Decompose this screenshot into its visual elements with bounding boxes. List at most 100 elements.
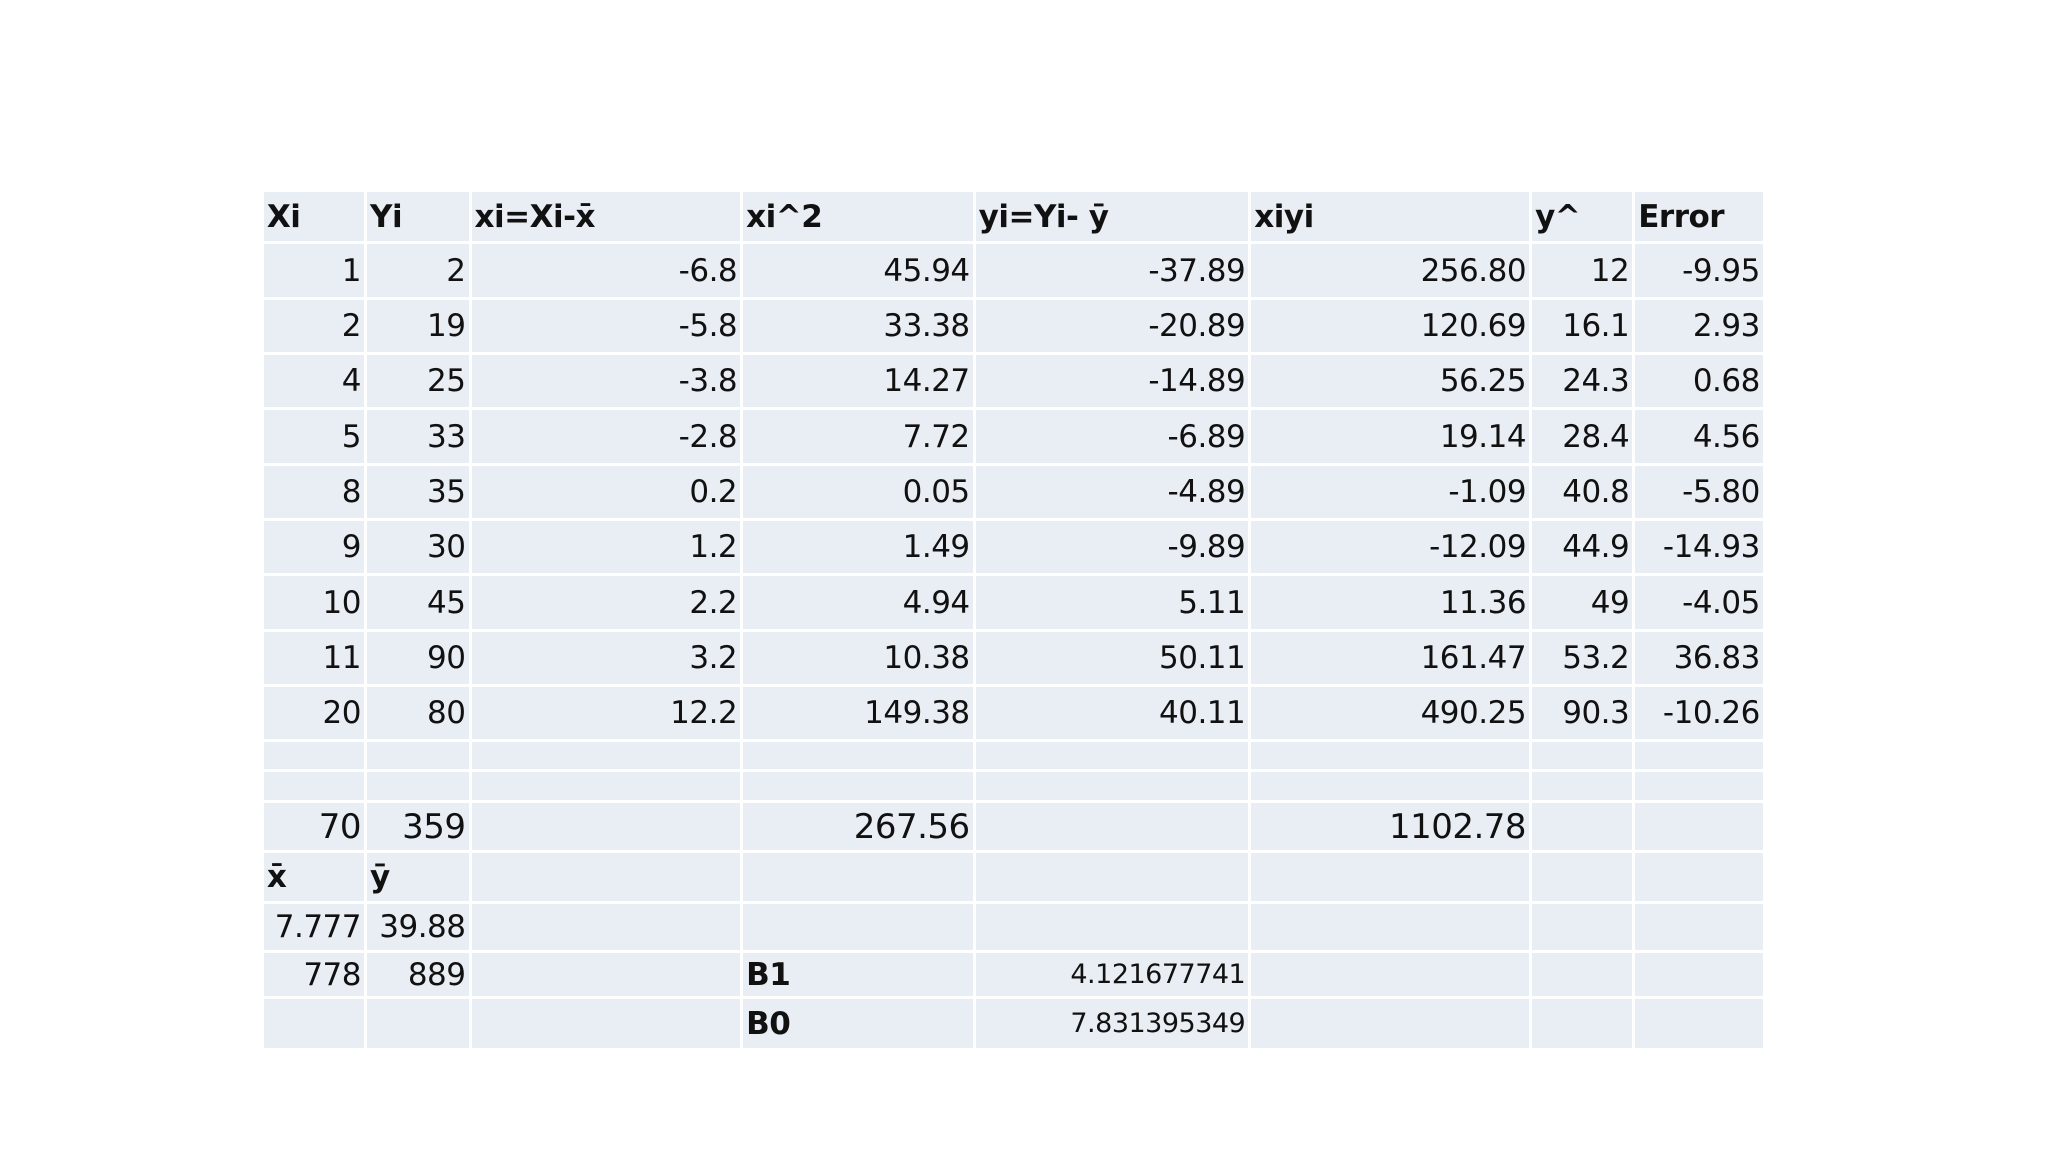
table-cell: 12 (1532, 244, 1636, 301)
table-cell (1635, 803, 1766, 853)
table-cell: 359 (367, 803, 472, 853)
table-cell: 14.27 (743, 355, 976, 411)
table-cell (1251, 903, 1533, 954)
table-cell: 2 (367, 244, 472, 301)
table-cell: 2.93 (1635, 300, 1766, 356)
table-cell: 3.2 (471, 632, 744, 687)
table-cell: B0 (743, 999, 976, 1052)
table-cell: 33.38 (743, 300, 976, 356)
table-cell: 24.3 (1532, 355, 1636, 411)
table-cell: ȳ (367, 852, 472, 904)
table-cell: 90.3 (1532, 687, 1636, 742)
table-cell (1532, 903, 1636, 954)
table-cell: 2.2 (471, 576, 744, 633)
table-cell: 490.25 (1251, 687, 1533, 742)
table-cell: Yi (367, 192, 472, 245)
table-cell (1635, 903, 1766, 954)
table-cell (1532, 852, 1636, 904)
table-cell: 0.2 (471, 466, 744, 522)
table-cell: 12.2 (471, 687, 744, 742)
table-cell: 56.25 (1251, 355, 1533, 411)
table-cell: 33 (367, 410, 472, 467)
table-cell (975, 903, 1252, 954)
table-cell: Xi (263, 192, 367, 245)
table-cell: 16.1 (1532, 300, 1636, 356)
table-cell (263, 741, 367, 772)
table-cell: 80 (367, 687, 472, 742)
table-cell (975, 803, 1252, 853)
table-cell: 5 (263, 410, 367, 467)
table-cell (1251, 741, 1533, 772)
table-cell (367, 741, 472, 772)
table-cell (743, 852, 976, 904)
table-cell: 889 (367, 953, 472, 1000)
table-cell (471, 852, 744, 904)
table-cell: 19 (367, 300, 472, 356)
table-cell: 49 (1532, 576, 1636, 633)
table-cell: 20 (263, 687, 367, 742)
table-cell (1532, 741, 1636, 772)
table-cell: 53.2 (1532, 632, 1636, 687)
table-cell: 4 (263, 355, 367, 411)
table-cell: 256.80 (1251, 244, 1533, 301)
table-cell (975, 771, 1252, 804)
table-cell: 4.94 (743, 576, 976, 633)
table-cell: xiyi (1251, 192, 1533, 245)
table-cell (1635, 741, 1766, 772)
table-cell: 0.68 (1635, 355, 1766, 411)
table-cell: 7.777 (263, 903, 367, 954)
table-cell: -3.8 (471, 355, 744, 411)
table-cell: xi^2 (743, 192, 976, 245)
table-cell: yi=Yi- ȳ (975, 192, 1252, 245)
table-cell: -6.8 (471, 244, 744, 301)
table-cell: 4.56 (1635, 410, 1766, 467)
table-cell (1251, 771, 1533, 804)
table-cell (1532, 999, 1636, 1052)
table-cell (975, 741, 1252, 772)
table-cell: 35 (367, 466, 472, 522)
table-cell (1251, 999, 1533, 1052)
table-cell: 1 (263, 244, 367, 301)
table-cell (1532, 771, 1636, 804)
table-cell: -20.89 (975, 300, 1252, 356)
table-cell: 11 (263, 632, 367, 687)
table-cell: -4.89 (975, 466, 1252, 522)
table-cell: xi=Xi-x̄ (471, 192, 744, 245)
table-cell: 149.38 (743, 687, 976, 742)
table-cell (1635, 999, 1766, 1052)
table-cell: 36.83 (1635, 632, 1766, 687)
table-cell (743, 771, 976, 804)
table-cell: 19.14 (1251, 410, 1533, 467)
table-cell: 28.4 (1532, 410, 1636, 467)
table-cell: -37.89 (975, 244, 1252, 301)
table-cell (1251, 852, 1533, 904)
table-cell: 1.49 (743, 521, 976, 576)
table-cell: y^ (1532, 192, 1636, 245)
table-cell: x̄ (263, 852, 367, 904)
table-cell: 70 (263, 803, 367, 853)
table-cell: B1 (743, 953, 976, 1000)
table-cell: 11.36 (1251, 576, 1533, 633)
table-cell: -9.89 (975, 521, 1252, 576)
table-cell (471, 903, 744, 954)
table-cell: 5.11 (975, 576, 1252, 633)
table-cell: 45 (367, 576, 472, 633)
table-cell: 4.121677741 (975, 953, 1252, 1000)
table-cell: 9 (263, 521, 367, 576)
table-cell: 0.05 (743, 466, 976, 522)
table-cell (1635, 953, 1766, 1000)
table-cell: 1.2 (471, 521, 744, 576)
table-cell: -6.89 (975, 410, 1252, 467)
table-cell: -5.80 (1635, 466, 1766, 522)
table-cell: 40.11 (975, 687, 1252, 742)
table-cell (1532, 953, 1636, 1000)
table-cell: 7.72 (743, 410, 976, 467)
table-cell (1532, 803, 1636, 853)
table-cell: 10.38 (743, 632, 976, 687)
table-cell: 50.11 (975, 632, 1252, 687)
table-cell: 40.8 (1532, 466, 1636, 522)
table-cell: -9.95 (1635, 244, 1766, 301)
table-cell (1251, 953, 1533, 1000)
table-cell (471, 741, 744, 772)
